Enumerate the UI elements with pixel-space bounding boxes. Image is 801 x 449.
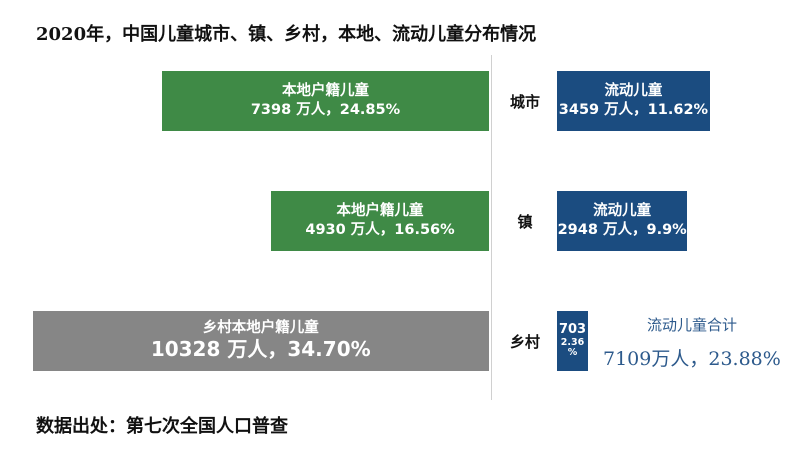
bar-migrant-rural: 703 2.36 % xyxy=(557,311,589,371)
bar-migrant-town: 流动儿童 2948 万人，9.9% xyxy=(557,191,688,251)
center-divider xyxy=(491,55,492,400)
migrant-total-label: 流动儿童合计 xyxy=(647,316,738,334)
bar-label-value: 7398 万人，24.85% xyxy=(250,102,401,118)
bar-label-name: 乡村本地户籍儿童 xyxy=(202,319,319,336)
bar-label-value: 3459 万人，11.62% xyxy=(558,102,709,118)
category-label-town: 镇 xyxy=(517,213,533,231)
bar-label-value: 2.36 % xyxy=(560,336,585,359)
bar-local-city: 本地户籍儿童 7398 万人，24.85% xyxy=(162,71,489,131)
bar-label-value: 10328 万人，34.70% xyxy=(150,337,371,362)
bar-label-value: 2948 万人，9.9% xyxy=(557,222,687,238)
data-source-note: 数据出处：第七次全国人口普查 xyxy=(36,416,288,437)
bar-label-name: 703 xyxy=(558,321,587,337)
migrant-total-value: 7109万人，23.88% xyxy=(603,348,781,370)
bar-local-town: 本地户籍儿童 4930 万人，16.56% xyxy=(271,191,489,251)
bar-label-name: 流动儿童 xyxy=(604,83,663,100)
category-label-city: 城市 xyxy=(509,93,540,111)
chart-title: 2020年，中国儿童城市、镇、乡村，本地、流动儿童分布情况 xyxy=(36,24,537,45)
bar-label-value: 4930 万人，16.56% xyxy=(305,222,455,238)
bar-label-name: 流动儿童 xyxy=(593,203,652,220)
bar-migrant-city: 流动儿童 3459 万人，11.62% xyxy=(557,71,710,131)
bar-label-name: 本地户籍儿童 xyxy=(336,203,424,220)
category-label-rural: 乡村 xyxy=(509,333,540,351)
bar-label-name: 本地户籍儿童 xyxy=(281,83,369,100)
bar-local-rural: 乡村本地户籍儿童 10328 万人，34.70% xyxy=(32,311,489,371)
